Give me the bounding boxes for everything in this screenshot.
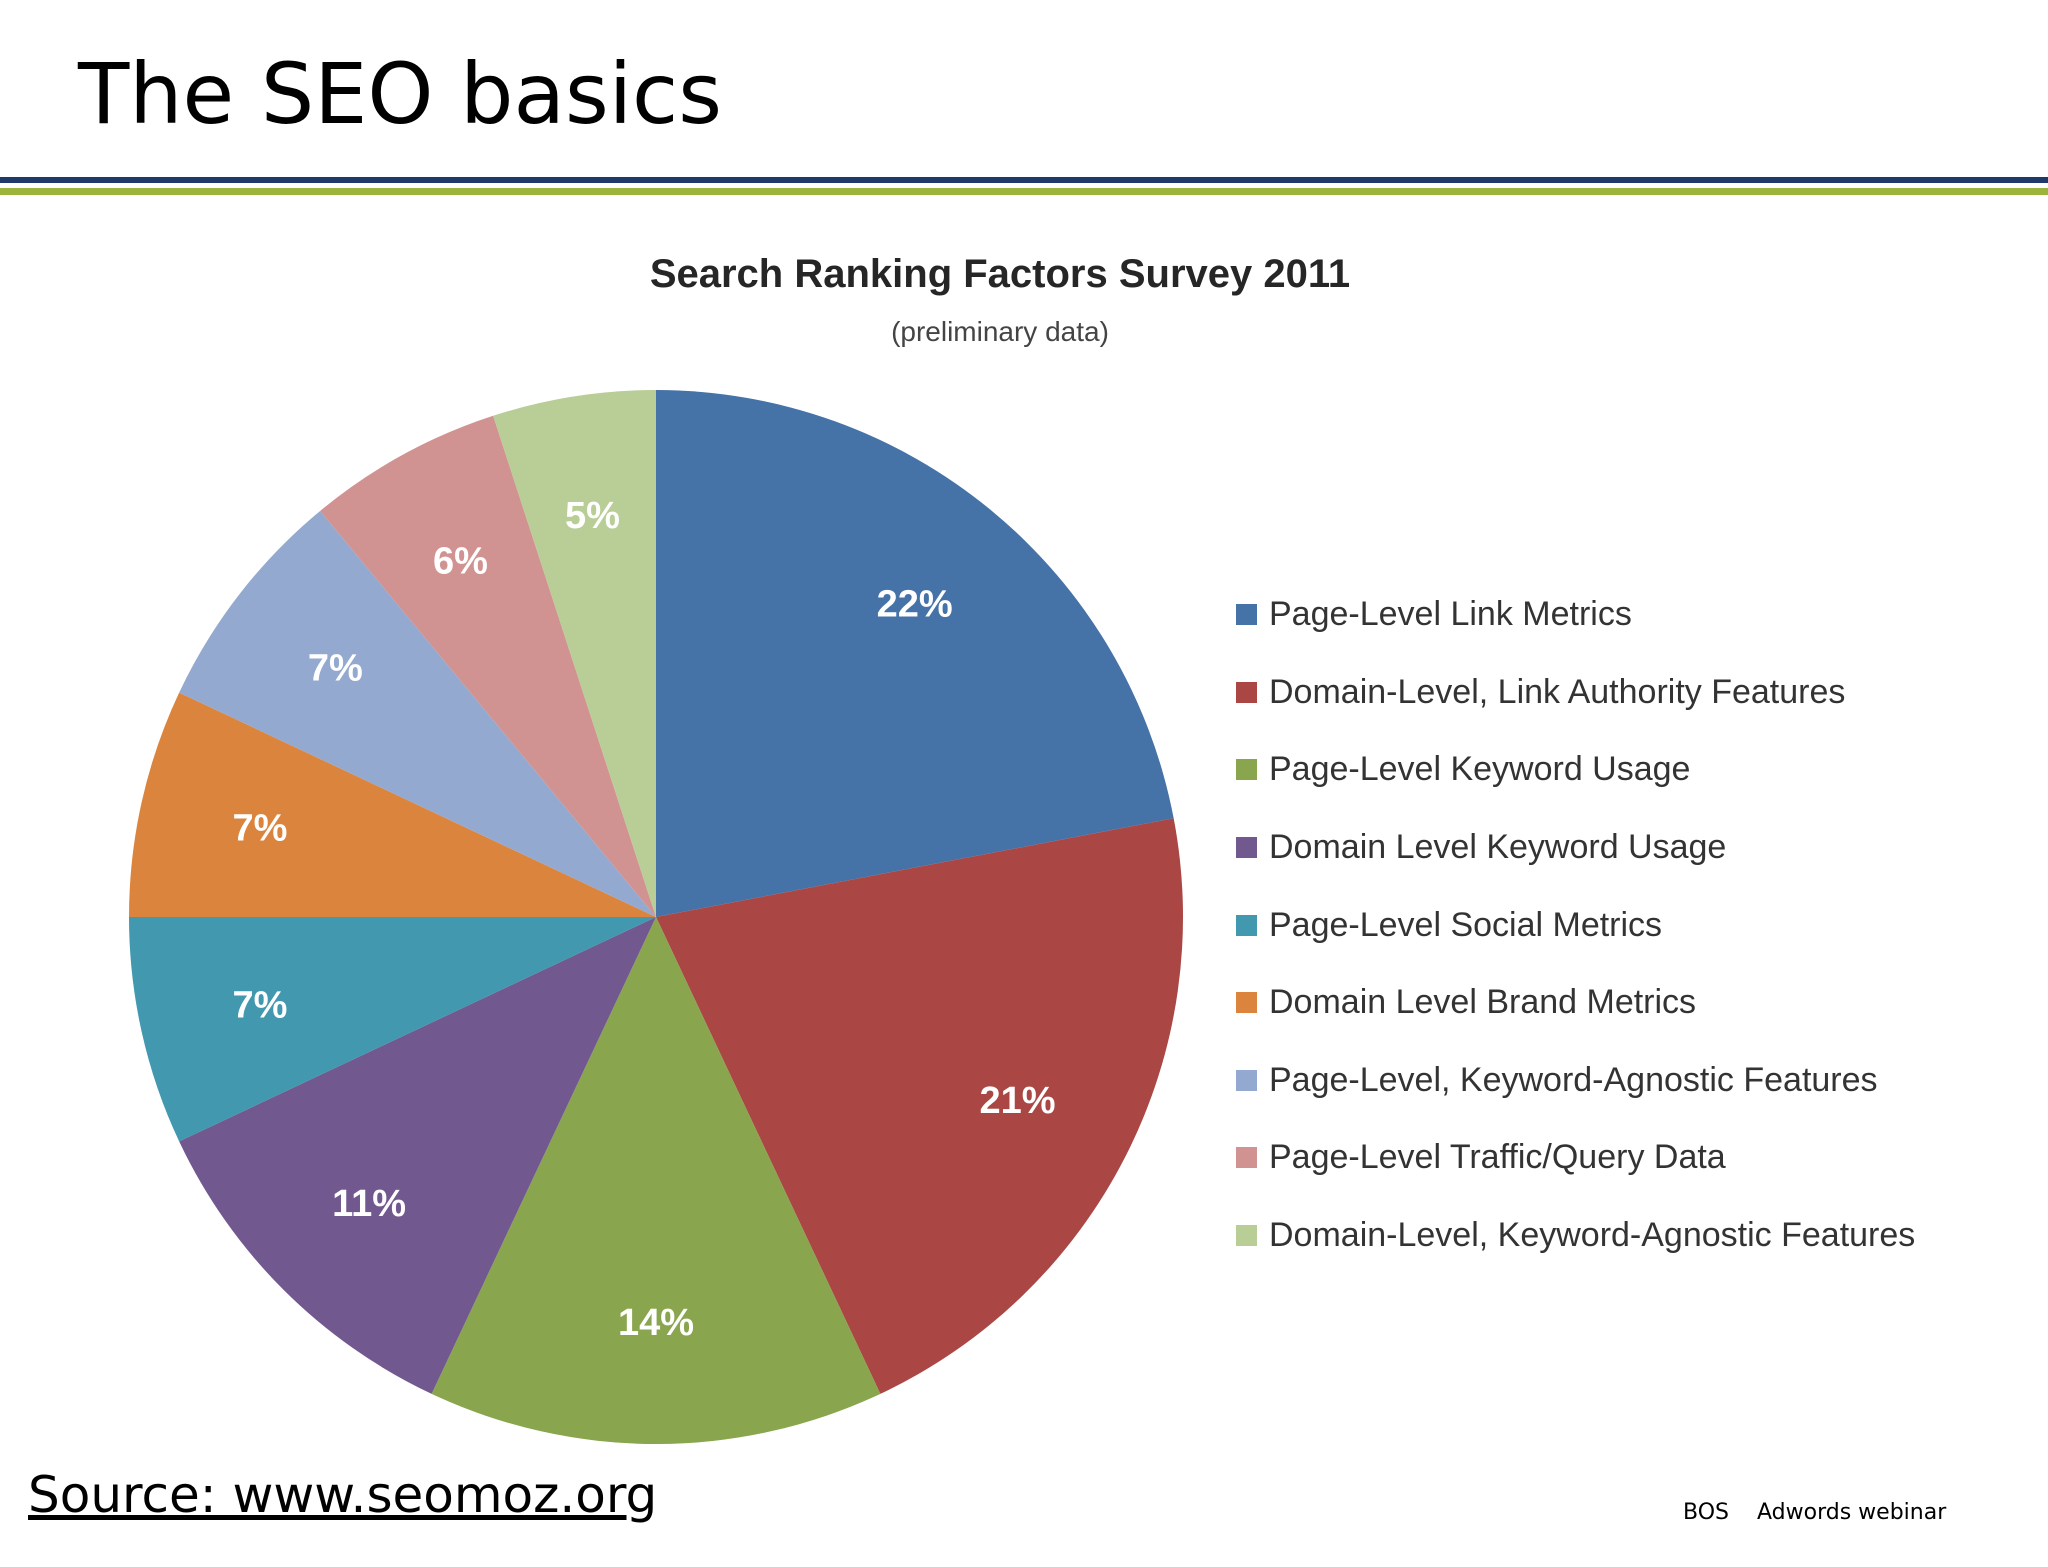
chart-legend: Page-Level Link Metrics Domain-Level, Lin… (1236, 576, 2016, 1274)
pie-label-domain-level-brand-metrics: 7% (233, 807, 288, 849)
legend-label: Domain-Level, Link Authority Features (1269, 672, 1846, 711)
pie-slice-domain-level-brand-metrics (129, 692, 656, 917)
chart-subtitle: (preliminary data) (891, 316, 1109, 347)
footer-event: Adwords webinar (1757, 1500, 1947, 1525)
legend-item-page-level-link-metrics: Page-Level Link Metrics (1236, 576, 2016, 654)
legend-item-domain-level-keyword-agnostic-features: Domain-Level, Keyword-Agnostic Features (1236, 1197, 2016, 1275)
title-rule-green (0, 188, 2048, 195)
pie-slice-page-level-link-metrics (656, 390, 1174, 917)
legend-swatch (1236, 837, 1257, 859)
legend-swatch (1236, 914, 1257, 936)
legend-item-page-level-traffic-query-data: Page-Level Traffic/Query Data (1236, 1119, 2016, 1197)
pie-slice-page-level-keyword-usage (431, 917, 881, 1444)
legend-label: Page-Level Keyword Usage (1269, 750, 1691, 789)
legend-label: Page-Level, Keyword-Agnostic Features (1269, 1060, 1878, 1099)
pie-slice-page-level-keyword-agnostic-features (179, 510, 657, 917)
legend-label: Domain-Level, Keyword-Agnostic Features (1269, 1216, 1916, 1255)
pie-slice-domain-level-keyword-usage (179, 917, 657, 1394)
legend-label: Domain Level Keyword Usage (1269, 828, 1727, 867)
legend-item-page-level-keyword-usage: Page-Level Keyword Usage (1236, 731, 2016, 809)
legend-label: Page-Level Link Metrics (1269, 595, 1632, 634)
legend-swatch (1236, 604, 1257, 626)
legend-swatch (1236, 992, 1257, 1014)
legend-label: Page-Level Traffic/Query Data (1269, 1138, 1726, 1177)
legend-item-domain-level-link-authority-features: Domain-Level, Link Authority Features (1236, 654, 2016, 732)
legend-item-page-level-social-metrics: Page-Level Social Metrics (1236, 886, 2016, 964)
pie-label-page-level-link-metrics: 22% (877, 583, 953, 625)
source-link[interactable]: Source: www.seomoz.org (28, 1466, 658, 1524)
chart-title: Search Ranking Factors Survey 2011 (649, 252, 1351, 296)
legend-swatch (1236, 1069, 1257, 1091)
footer-org: BOS (1683, 1500, 1729, 1525)
legend-item-domain-level-keyword-usage: Domain Level Keyword Usage (1236, 809, 2016, 887)
pie-slice-page-level-social-metrics (129, 917, 656, 1142)
pie-label-page-level-social-metrics: 7% (233, 985, 288, 1027)
pie-label-page-level-keyword-agnostic-features: 7% (308, 647, 363, 689)
pie-slice-domain-level-link-authority-features (656, 818, 1183, 1394)
pie-data-labels: 22% 21% 14% 11% 7% 7% 7% 6% 5% (233, 495, 1056, 1344)
pie-label-domain-level-keyword-usage: 11% (332, 1183, 406, 1225)
pie-slice-page-level-traffic-query-data (320, 415, 656, 917)
title-rule-blue (0, 177, 2048, 183)
pie-label-page-level-traffic-query-data: 6% (433, 540, 488, 582)
legend-swatch (1236, 1147, 1257, 1169)
pie-slices (129, 390, 1183, 1444)
legend-swatch (1236, 681, 1257, 703)
pie-label-domain-level-link-authority-features: 21% (980, 1080, 1056, 1122)
legend-swatch (1236, 759, 1257, 781)
legend-item-page-level-keyword-agnostic-features: Page-Level, Keyword-Agnostic Features (1236, 1042, 2016, 1120)
pie-slice-domain-level-keyword-agnostic-features (493, 390, 656, 917)
slide-title: The SEO basics (78, 45, 722, 143)
pie-label-page-level-keyword-usage: 14% (618, 1302, 694, 1344)
pie-label-domain-level-keyword-agnostic-features: 5% (565, 495, 620, 537)
legend-swatch (1236, 1225, 1257, 1247)
legend-label: Page-Level Social Metrics (1269, 905, 1663, 944)
legend-item-domain-level-brand-metrics: Domain Level Brand Metrics (1236, 964, 2016, 1042)
legend-label: Domain Level Brand Metrics (1269, 983, 1697, 1022)
